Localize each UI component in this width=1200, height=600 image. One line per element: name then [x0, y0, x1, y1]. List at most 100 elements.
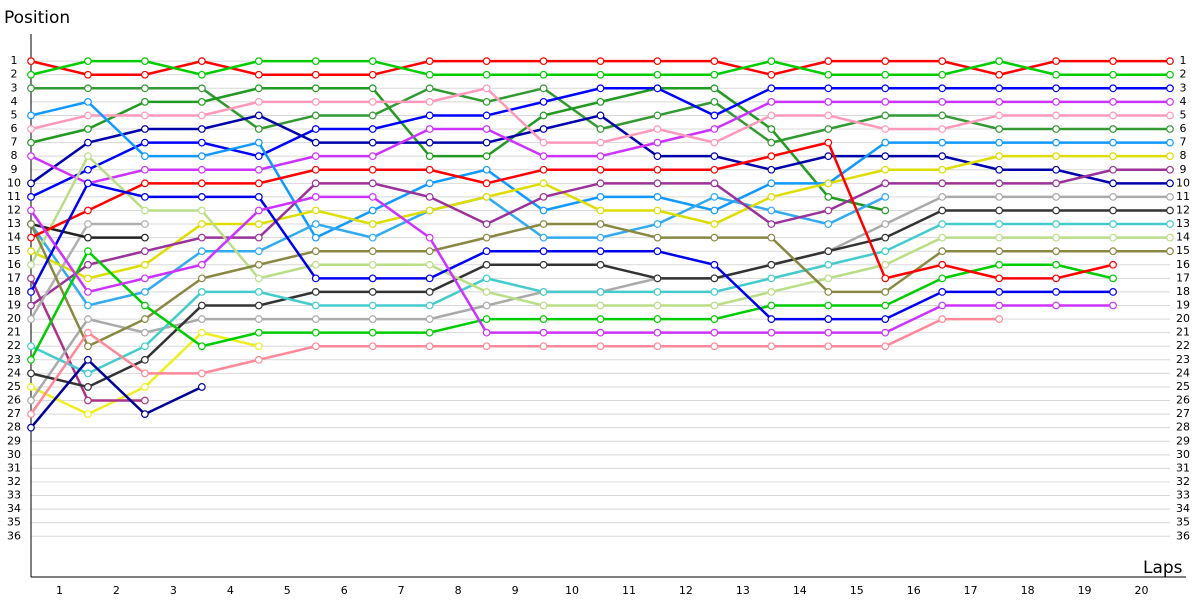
lap-point [995, 233, 1004, 242]
lap-point [425, 165, 434, 174]
y-tick-label-right: 29 [1176, 434, 1190, 447]
y-tick-label: 11 [7, 190, 21, 203]
lap-point [140, 165, 149, 174]
lap-point [197, 165, 206, 174]
lap-point [995, 125, 1004, 133]
lap-point [596, 342, 605, 351]
lap-point [767, 125, 776, 133]
lap-point [254, 233, 263, 242]
lap-point [596, 233, 605, 242]
y-tick-label-right: 19 [1176, 299, 1190, 312]
lap-point [140, 288, 149, 296]
lap-point [425, 315, 434, 323]
lap-point [539, 138, 548, 147]
lap-point [27, 152, 35, 161]
lap-point [311, 301, 320, 310]
lap-point [539, 233, 548, 242]
lap-point [27, 111, 35, 120]
lap-point [938, 274, 947, 283]
lap-point [140, 260, 149, 269]
lap-point [254, 315, 263, 323]
lap-point [596, 97, 605, 106]
x-tick-label: 3 [170, 584, 177, 597]
series-line [29, 195, 1114, 334]
lap-point [84, 84, 92, 93]
lap-point [767, 57, 776, 66]
lap-point [596, 165, 605, 174]
lap-point [197, 206, 206, 215]
lap-point [995, 57, 1004, 66]
lap-point [482, 301, 491, 310]
lap-point [197, 260, 206, 269]
lap-point [1166, 220, 1174, 228]
lap-point [1109, 247, 1117, 256]
lap-point [84, 206, 92, 215]
series-line [30, 141, 1114, 280]
lap-point [140, 315, 149, 323]
lap-point [425, 84, 434, 93]
lap-point [539, 165, 548, 174]
lap-point [368, 179, 377, 188]
lap-point [653, 247, 662, 256]
lap-point [254, 355, 263, 364]
lap-point [482, 152, 491, 161]
lap-point [596, 84, 605, 93]
lap-point [84, 288, 92, 296]
lap-point [1052, 152, 1060, 161]
lap-point [27, 423, 35, 432]
lap-point [311, 138, 320, 147]
lap-point [482, 260, 491, 269]
x-tick-label: 17 [964, 584, 978, 597]
lap-point [767, 152, 776, 161]
lap-point [596, 328, 605, 337]
y-tick-label: 23 [7, 353, 21, 366]
lap-point [368, 220, 377, 228]
lap-point [824, 70, 833, 79]
lap-point [140, 247, 149, 256]
lap-point [881, 328, 890, 337]
lap-point [311, 342, 320, 351]
lap-point [881, 274, 890, 283]
lap-point [425, 97, 434, 106]
lap-point [140, 233, 149, 242]
lap-point [1109, 260, 1117, 269]
y-tick-label-right: 17 [1176, 271, 1190, 284]
lap-point [881, 342, 890, 351]
lap-point [653, 125, 662, 133]
lap-point [1166, 125, 1174, 133]
lap-point [767, 328, 776, 337]
lap-point [1052, 233, 1060, 242]
lap-point [254, 57, 263, 66]
y-tick-label: 2 [11, 68, 18, 81]
lap-point [938, 57, 947, 66]
lap-point [1166, 206, 1174, 215]
series-line [30, 222, 1170, 375]
lap-point [311, 179, 320, 188]
lap-point [824, 260, 833, 269]
x-tick-label: 5 [284, 584, 291, 597]
lap-point [482, 315, 491, 323]
lap-point [27, 125, 35, 133]
lap-point [425, 342, 434, 351]
lap-point [311, 328, 320, 337]
lap-point [938, 233, 947, 242]
lap-point [368, 260, 377, 269]
lap-point [539, 152, 548, 161]
lap-point [1109, 192, 1117, 201]
lap-point [767, 206, 776, 215]
lap-point [596, 192, 605, 201]
lap-point [653, 192, 662, 201]
lap-point [27, 233, 35, 242]
lap-point [539, 301, 548, 310]
y-axis-title: Position [4, 8, 70, 28]
lap-point [254, 125, 263, 133]
lap-point [767, 192, 776, 201]
lap-point [539, 206, 548, 215]
lap-point [881, 315, 890, 323]
lap-point [425, 138, 434, 147]
lap-point [311, 220, 320, 228]
lap-point [311, 315, 320, 323]
lap-point [1052, 192, 1060, 201]
lap-point [824, 328, 833, 337]
lap-point [995, 274, 1004, 283]
